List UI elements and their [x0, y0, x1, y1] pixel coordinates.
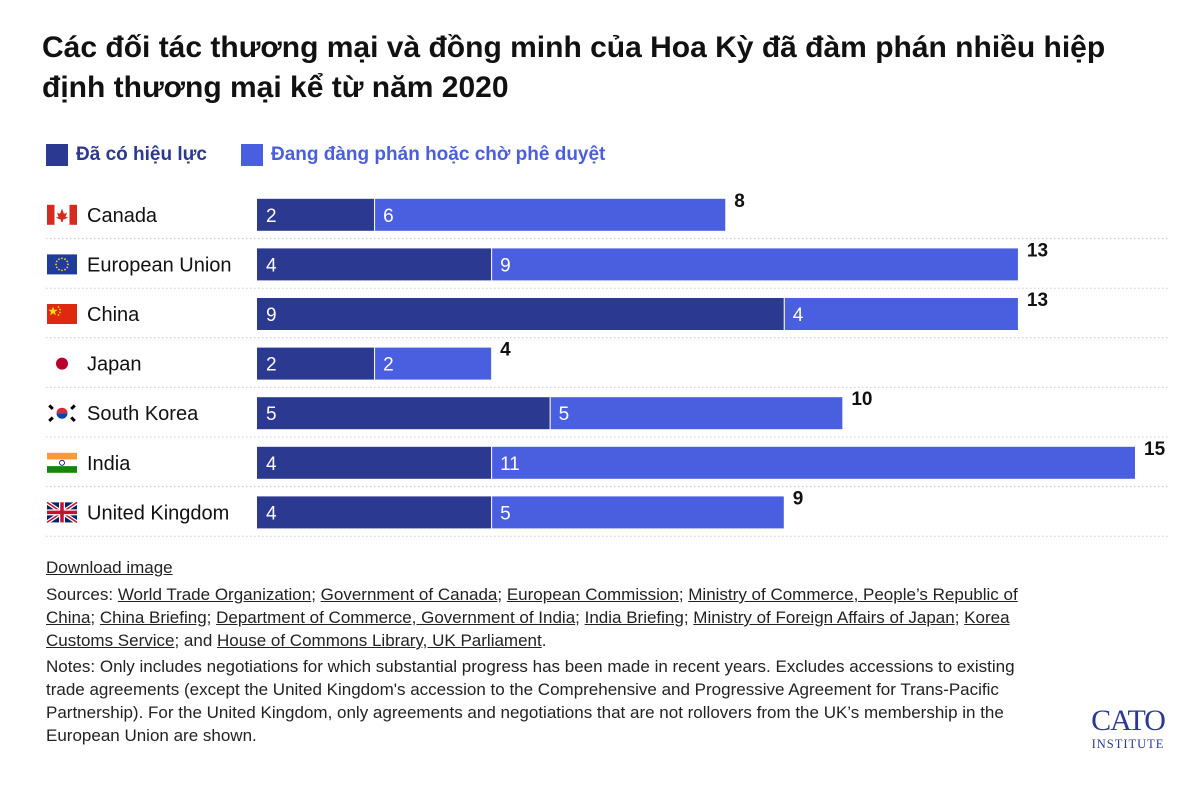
legend-item-pending: Đang đàng phán hoặc chờ phê duyệt [240, 144, 606, 166]
bar-in-force [257, 298, 784, 330]
source-link[interactable]: Ministry of Commerce, People’s Republic … [46, 585, 1018, 627]
download-image-link[interactable]: Download image [46, 558, 173, 577]
total-label: 13 [1027, 290, 1048, 311]
category-label: Canada [87, 205, 158, 227]
source-link[interactable]: Government of Canada [320, 585, 498, 604]
source-link[interactable]: World Trade Organization [117, 585, 312, 604]
bar-pending [374, 347, 492, 380]
category-label: India [87, 453, 131, 475]
bar-in-force [257, 198, 375, 231]
data-label-in-force: 4 [266, 503, 277, 524]
category-label: China [87, 304, 140, 326]
sources-prefix: Sources: [46, 585, 118, 604]
cato-institute-logo: CATO INSTITUTE [1091, 704, 1166, 751]
legend-item-in-force: Đã có hiệu lực [46, 144, 207, 166]
bar-pending [491, 446, 1136, 479]
canada-flag-icon [47, 204, 77, 225]
bar-pending [491, 248, 1018, 281]
total-label: 13 [1027, 240, 1048, 261]
legend-label-in-force: Đã có hiệu lực [76, 144, 207, 165]
data-label-pending: 9 [500, 255, 511, 276]
bar-in-force [257, 496, 492, 529]
sources-text: Sources: World Trade Organization; Gover… [46, 583, 1056, 652]
japan-flag-icon [47, 353, 77, 374]
bar-chart: Canada 2 6 8 European Union 4 9 13 China 9 4 13 Japa… [45, 191, 1168, 537]
source-link[interactable]: House of Commons Library, UK Parliament [217, 631, 542, 650]
china-flag-icon [47, 304, 77, 324]
bar-in-force [257, 446, 492, 479]
bar-pending [549, 397, 843, 430]
data-label-pending: 2 [383, 355, 394, 376]
category-label: European Union [87, 254, 232, 276]
source-link[interactable]: China Briefing [99, 608, 207, 627]
india-flag-icon [47, 452, 77, 473]
legend-swatch-pending [240, 144, 263, 166]
eu-flag-icon [47, 254, 77, 275]
legend: Đã có hiệu lực Đang đàng phán hoặc chờ p… [46, 141, 639, 169]
bar-in-force [257, 248, 492, 281]
source-link[interactable]: Ministry of Foreign Affairs of Japan [693, 608, 955, 627]
sources-links: World Trade Organization; Government of … [46, 585, 1018, 650]
data-label-in-force: 5 [266, 404, 277, 425]
source-link[interactable]: European Commission [506, 585, 679, 604]
total-label: 10 [851, 389, 872, 410]
data-label-pending: 5 [559, 404, 570, 425]
bar-pending [783, 298, 1018, 330]
legend-swatch-in-force [46, 144, 68, 166]
south-korea-flag-icon [47, 403, 77, 424]
total-label: 8 [734, 191, 745, 212]
data-label-in-force: 9 [266, 305, 277, 326]
data-label-pending: 11 [500, 454, 520, 475]
data-label-in-force: 2 [266, 206, 277, 227]
bar-pending [374, 198, 726, 231]
institute-logo-text: INSTITUTE [1092, 737, 1165, 751]
total-label: 9 [793, 488, 804, 509]
legend-label-pending: Đang đàng phán hoặc chờ phê duyệt [270, 144, 606, 165]
total-label: 15 [1144, 439, 1166, 460]
data-label-pending: 6 [383, 206, 394, 227]
total-label: 4 [500, 340, 511, 361]
bar-in-force [257, 347, 375, 380]
source-link[interactable]: Korea Customs Service [46, 608, 1010, 650]
notes-text: Notes: Only includes negotiations for wh… [46, 657, 1015, 745]
bar-pending [491, 496, 784, 529]
data-label-pending: 5 [500, 503, 511, 524]
uk-flag-icon [45, 500, 79, 525]
category-label: Japan [87, 354, 142, 376]
data-label-pending: 4 [793, 305, 804, 326]
category-label: United Kingdom [87, 502, 229, 524]
data-label-in-force: 4 [266, 454, 277, 475]
data-label-in-force: 4 [266, 255, 277, 276]
data-label-in-force: 2 [266, 355, 277, 376]
page-title: Các đối tác thương mại và đồng minh của … [42, 31, 1106, 104]
cato-logo-text: CATO [1091, 704, 1165, 737]
bar-in-force [257, 397, 550, 430]
category-label: South Korea [87, 403, 199, 425]
source-link[interactable]: Department of Commerce, Government of In… [216, 608, 576, 627]
source-link[interactable]: India Briefing [584, 608, 684, 627]
